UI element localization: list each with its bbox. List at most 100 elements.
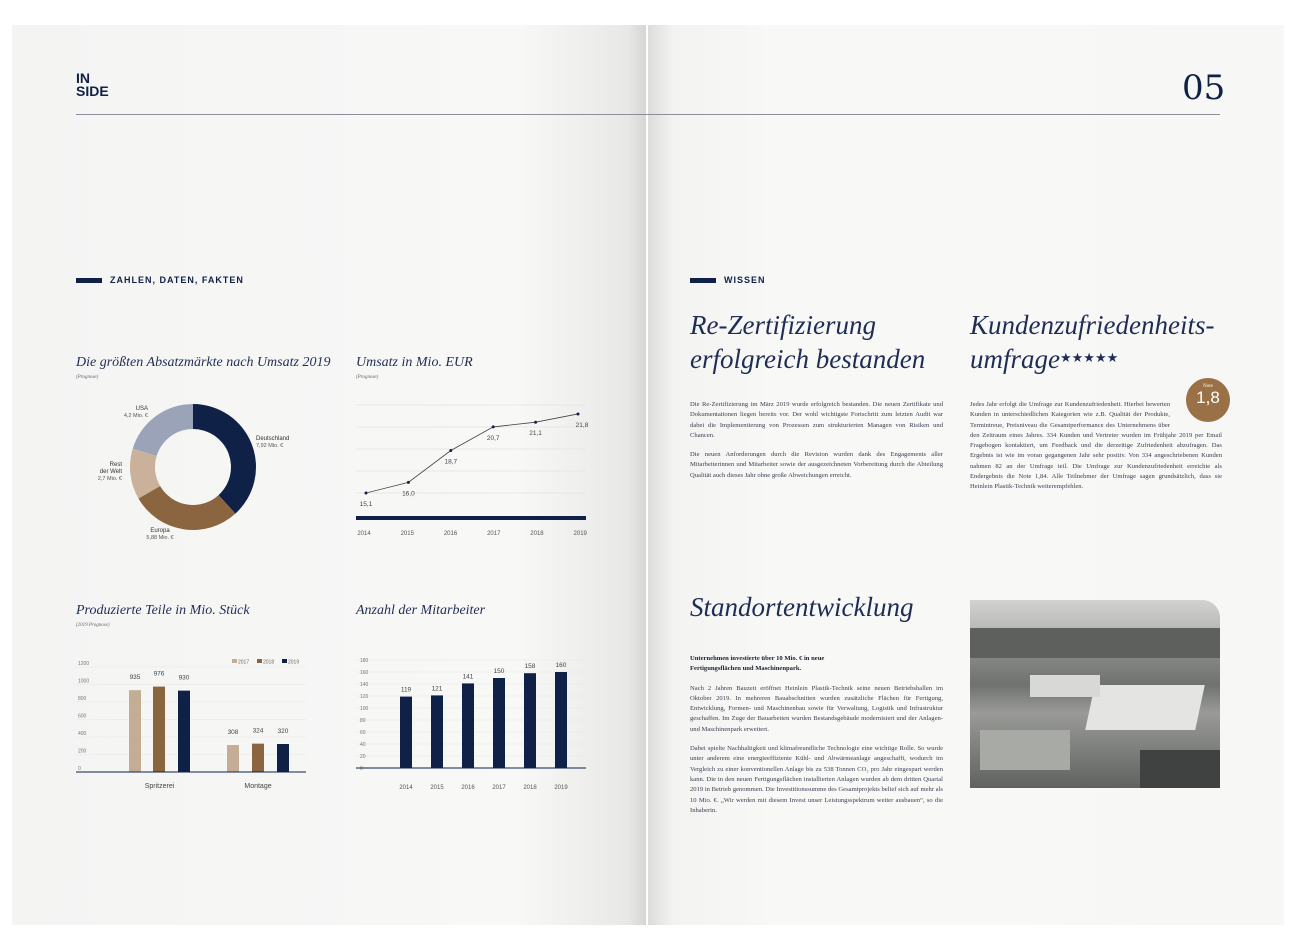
aerial-factory-photo — [970, 600, 1220, 788]
y-tick-label: 40 — [360, 742, 366, 748]
x-tick-label: 2015 — [430, 785, 444, 791]
section-tag-text: WISSEN — [724, 275, 766, 285]
bar-value-label: 158 — [525, 663, 536, 670]
logo-line-1: IN — [76, 70, 90, 86]
slice-value: 7,92 Mio. € — [256, 443, 283, 449]
site-lead: Unternehmen investierte über 10 Mio. € i… — [690, 655, 825, 673]
cert-paragraph-1: Die Re-Zertifizierung im März 2019 wurde… — [690, 401, 943, 439]
y-tick-label: 120 — [360, 694, 369, 700]
photo-hall — [1085, 685, 1205, 730]
section-tag-left: ZAHLEN, DATEN, FAKTEN — [76, 275, 244, 285]
section-tag-text: ZAHLEN, DATEN, FAKTEN — [110, 275, 244, 285]
data-label: 16,0 — [402, 490, 415, 497]
legend-swatch — [257, 659, 262, 663]
chart-title-revenue: Umsatz in Mio. EUR — [356, 355, 473, 370]
survey-paragraph: Jedes Jahr erfolgt die Umfrage zur Kunde… — [970, 401, 1222, 491]
chart-subtitle-markets: (Prognose) — [76, 375, 99, 380]
y-tick-label: 180 — [360, 658, 369, 664]
cert-paragraph-2: Die neuen Anforderungen durch die Revisi… — [690, 451, 943, 479]
chart-subtitle-revenue: (Prognose) — [356, 375, 379, 380]
photo-hall-2 — [1030, 675, 1100, 697]
y-tick-label: 400 — [78, 731, 87, 737]
y-tick-label: 600 — [78, 714, 87, 720]
y-tick-label: 1000 — [78, 679, 89, 685]
x-tick-label: 2015 — [401, 531, 415, 537]
y-tick-label: 200 — [78, 749, 87, 755]
bar — [555, 672, 567, 768]
legend-label: 2019 — [288, 660, 299, 666]
data-label: 15,1 — [360, 501, 373, 508]
chart-title-staff: Anzahl der Mitarbeiter — [356, 603, 486, 618]
slice-label: USA — [136, 406, 148, 412]
category-label: Spritzerei — [145, 783, 175, 790]
legend-label: 2017 — [238, 660, 249, 666]
bar — [493, 678, 505, 768]
left-page — [12, 25, 646, 925]
data-point — [449, 449, 453, 453]
bar-value-label: 320 — [278, 728, 289, 735]
bar — [277, 744, 289, 772]
donut-slice — [130, 448, 161, 499]
cert-heading-line2: erfolgreich bestanden — [690, 344, 926, 374]
donut-slice — [132, 404, 193, 456]
data-label: 21,8 — [576, 422, 589, 429]
badge-value: 1,8 — [1196, 388, 1220, 407]
slice-label: der Welt — [100, 469, 123, 475]
survey-body: Jedes Jahr erfolgt die Umfrage zur Kunde… — [970, 400, 1222, 502]
bar — [178, 690, 190, 772]
survey-heading: Kundenzufriedenheits-umfrage★★★★★ — [970, 308, 1214, 376]
photo-solar — [1140, 750, 1220, 788]
chart-subtitle-parts: (2019 Prognose) — [76, 623, 110, 628]
tag-bar — [76, 278, 102, 284]
y-tick-label: 20 — [360, 754, 366, 760]
site-heading: Standortentwicklung — [690, 592, 914, 622]
grade-badge: Note 1,8 — [1186, 378, 1230, 422]
x-tick-label: 2019 — [554, 785, 568, 791]
donut-slice — [138, 486, 236, 531]
data-label: 21,1 — [529, 430, 542, 437]
survey-heading-line2: umfrage — [970, 344, 1060, 374]
y-tick-label: 100 — [360, 706, 369, 712]
bar — [462, 683, 474, 768]
x-tick-label: 2018 — [530, 531, 544, 537]
slice-label: Europa — [150, 528, 170, 534]
y-tick-label: 0 — [78, 766, 81, 772]
site-paragraph-2: Dabei spielte Nachhaltigkeit und klimafr… — [690, 745, 943, 814]
badge-wrap-spacer — [1170, 400, 1222, 426]
bar — [129, 690, 141, 772]
x-tick-label: 2016 — [444, 531, 458, 537]
bar — [400, 696, 412, 768]
data-point — [576, 412, 580, 416]
bar-value-label: 308 — [228, 729, 239, 736]
photo-sky — [970, 600, 1220, 630]
bar — [153, 686, 165, 772]
donut-slice — [193, 404, 257, 514]
star-rating: ★★★★★ — [1060, 351, 1119, 366]
logo-line-2: SIDE — [76, 83, 109, 99]
page-number: 05 — [1182, 68, 1226, 108]
slice-value: 4,2 Mio. € — [124, 413, 148, 419]
photo-buildings — [980, 730, 1070, 770]
data-label: 18,7 — [444, 459, 457, 466]
tag-bar — [690, 278, 716, 284]
data-point — [491, 425, 495, 429]
y-tick-label: 0 — [360, 766, 363, 772]
cert-heading-line1: Re-Zertifizierung — [690, 310, 876, 340]
bar-value-label: 119 — [401, 687, 412, 694]
cert-heading: Re-Zertifizierung erfolgreich bestanden — [690, 308, 925, 376]
y-tick-label: 1200 — [78, 661, 89, 667]
survey-heading-line1: Kundenzufriedenheits- — [970, 310, 1215, 340]
cert-body: Die Re-Zertifizierung im März 2019 wurde… — [690, 400, 943, 490]
bar — [252, 743, 264, 772]
revenue-line — [365, 413, 579, 494]
y-tick-label: 60 — [360, 730, 366, 736]
slice-label: Deutschland — [256, 436, 289, 442]
site-paragraph-1: Nach 2 Jahren Bauzeit eröffnet Heinlein … — [690, 684, 943, 733]
x-tick-label: 2016 — [461, 785, 475, 791]
chart-title-parts: Produzierte Teile in Mio. Stück — [76, 603, 250, 618]
y-tick-label: 800 — [78, 696, 87, 702]
axis-bar — [356, 516, 586, 520]
x-tick-label: 2018 — [523, 785, 537, 791]
header-rule — [76, 114, 1220, 115]
